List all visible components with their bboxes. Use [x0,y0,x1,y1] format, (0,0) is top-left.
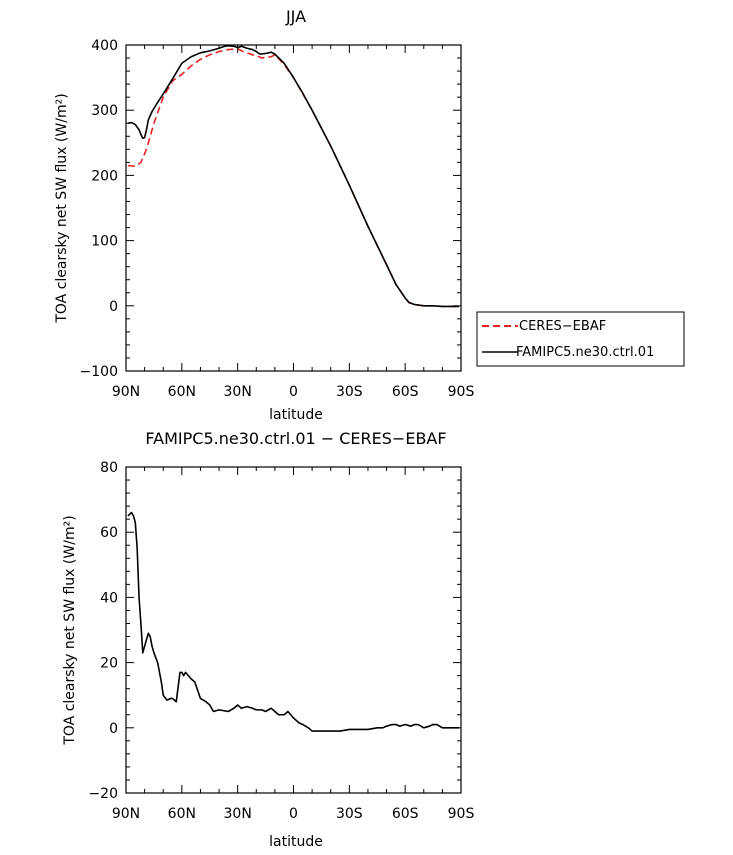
y-tick-label: 200 [91,168,118,184]
y-tick-label: 0 [109,299,118,315]
x-tick-label: 30N [224,806,252,822]
x-tick-label: 30S [336,384,363,400]
x-tick-label: 90S [448,806,475,822]
x-tick-label: 0 [289,384,298,400]
x-tick-label: 60S [392,384,419,400]
bottom-plot-area [127,511,460,732]
x-tick-label: 60N [168,384,196,400]
y-tick-label: 40 [100,590,118,606]
famipc5-ne30-ctrl-01-series-line [127,45,460,308]
difference-series-line [127,511,460,732]
top-ticks: 90N 60N 30N 0 30S 60S 90S −100 0 100 200 300 400 [80,38,475,400]
x-tick-label: 60N [168,806,196,822]
y-tick-label: −20 [88,786,118,802]
plot-frame [125,466,462,794]
legend: CERES−EBAF FAMIPC5.ne30.ctrl.01 [476,311,685,367]
x-tick-label: 60S [392,806,419,822]
y-tick-label: −100 [80,364,118,380]
ceres-ebaf-series-line [127,48,460,308]
legend-label-ceres: CERES−EBAF [519,319,606,334]
legend-box [476,311,685,367]
x-tick-label: 0 [289,806,298,822]
bottom-x-axis-label: latitude [269,834,323,850]
plot-frame [125,44,462,372]
x-tick-label: 30N [224,384,252,400]
top-panel-title: JJA [285,7,306,26]
x-tick-label: 90N [112,384,140,400]
y-tick-label: 400 [91,38,118,54]
bottom-y-axis-label: TOA clearsky net SW flux (W/m²) [62,515,78,745]
top-axes [125,44,462,372]
legend-label-famipc5: FAMIPC5.ne30.ctrl.01 [516,345,654,360]
bottom-panel-title: FAMIPC5.ne30.ctrl.01 − CERES−EBAF [145,429,446,448]
y-tick-label: 20 [100,656,118,672]
top-plot-area [127,45,460,308]
x-tick-label: 90S [448,384,475,400]
y-tick-label: 60 [100,525,118,541]
x-tick-label: 30S [336,806,363,822]
top-x-axis-label: latitude [269,407,323,423]
y-tick-label: 100 [91,234,118,250]
top-panel: JJA 90N 60N 30N 0 30S 60S 90S −100 0 100 200 300 400… [54,7,474,423]
y-tick-label: 0 [109,721,118,737]
bottom-ticks: 90N 60N 30N 0 30S 60S 90S −20 0 20 40 60 80 [88,460,474,822]
x-tick-label: 90N [112,806,140,822]
y-tick-label: 300 [91,103,118,119]
bottom-panel: FAMIPC5.ne30.ctrl.01 − CERES−EBAF 90N 60N… [62,429,474,850]
top-y-axis-label: TOA clearsky net SW flux (W/m²) [54,93,70,323]
y-tick-label: 80 [100,460,118,476]
bottom-axes [125,466,462,794]
